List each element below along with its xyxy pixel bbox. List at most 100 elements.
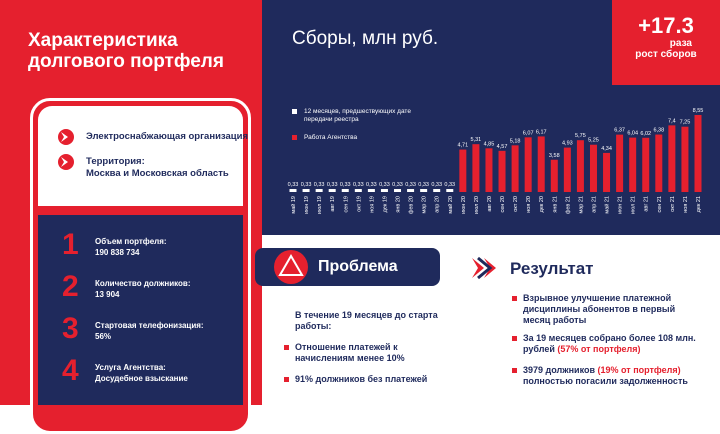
result-bullet: Взрывное улучшение платежной дисциплины … <box>523 293 703 326</box>
stat-label: Количество должников: <box>95 279 191 288</box>
x-tick-label: сен 20 <box>500 196 506 213</box>
bar <box>328 189 336 192</box>
value-label: 5,25 <box>588 138 599 144</box>
bullet-dot <box>512 336 517 341</box>
value-label: 5,75 <box>575 133 586 139</box>
value-label: 0,33 <box>301 182 312 188</box>
result-text: За 19 месяцев собрано более 108 млн. руб… <box>523 333 696 354</box>
x-tick-label: дек 21 <box>696 196 702 212</box>
value-label: 5,31 <box>471 137 482 143</box>
value-label: 4,57 <box>497 144 508 150</box>
bar <box>524 137 532 192</box>
value-label: 4,85 <box>484 141 495 147</box>
x-tick-label: окт 21 <box>670 196 676 212</box>
problem-intro: В течение 19 месяцев до старта работы: <box>295 310 438 331</box>
result-text: Взрывное улучшение платежной дисциплины … <box>523 293 676 325</box>
stat-number: 3 <box>62 312 79 345</box>
page-title: Характеристика долгового портфеля <box>28 30 224 72</box>
x-tick-label: июн 21 <box>618 196 624 214</box>
x-tick-label: окт 20 <box>513 196 519 212</box>
value-label: 5,18 <box>510 138 521 144</box>
stat-value: 190 838 734 <box>95 248 140 257</box>
bar <box>341 189 349 192</box>
x-tick-label: авг 20 <box>487 196 493 212</box>
stat-label: Объем портфеля: <box>95 237 167 246</box>
x-tick-label: сен 19 <box>343 196 349 213</box>
legend-label: 12 месяцев, предшествующих дате передачи… <box>304 108 411 123</box>
stat-number: 4 <box>62 354 79 387</box>
bar <box>511 145 519 192</box>
x-tick-label: авг 21 <box>644 196 650 212</box>
warning-triangle <box>278 254 304 276</box>
x-tick-label: мар 20 <box>422 196 428 214</box>
x-tick-label: янв 20 <box>396 196 402 213</box>
bar <box>563 147 571 192</box>
x-tick-label: май 21 <box>604 196 611 214</box>
bar <box>459 149 467 192</box>
value-label: 0,33 <box>340 182 351 188</box>
x-tick-label: окт 19 <box>356 196 362 212</box>
legend: 12 месяцев, предшествующих дате передачи… <box>292 108 424 142</box>
legend-item: Работа Агентства <box>292 134 424 142</box>
bar <box>367 189 375 192</box>
stat-value: 56% <box>95 332 112 341</box>
bar <box>642 137 650 192</box>
stat-number: 2 <box>62 270 79 303</box>
stat: Стартовая телефонизация: 56% <box>95 320 204 342</box>
value-label: 0,33 <box>353 182 364 188</box>
stat: Услуга Агентства: Досудебное взыскание <box>95 362 188 384</box>
client-card <box>38 106 243 206</box>
value-label: 0,33 <box>392 182 403 188</box>
value-label: 0,33 <box>327 182 338 188</box>
value-label: 6,04 <box>627 131 638 137</box>
bar <box>315 189 323 192</box>
value-label: 0,33 <box>431 182 442 188</box>
value-label: 0,33 <box>288 182 299 188</box>
result-logo <box>477 256 493 280</box>
x-tick-label: июн 19 <box>304 196 310 214</box>
value-label: 0,33 <box>366 182 377 188</box>
bar <box>694 115 702 192</box>
legend-swatch <box>292 135 297 140</box>
client-value: Москва и Московская область <box>86 168 229 179</box>
result-text: 3979 должников <box>523 365 598 375</box>
x-tick-label: июл 19 <box>317 196 323 214</box>
problem-bullet: 91% должников без платежей <box>295 374 428 384</box>
x-tick-label: апр 21 <box>591 196 597 213</box>
value-label: 4,71 <box>457 143 468 149</box>
highlight: +17.3 раза рост сборов <box>612 0 720 85</box>
bullet-dot <box>284 377 289 382</box>
value-label: 4,34 <box>601 146 612 152</box>
icon <box>58 129 74 145</box>
value-label: 0,33 <box>314 182 325 188</box>
client-label: Территория: <box>86 156 145 167</box>
icon <box>58 154 74 170</box>
x-tick-label: мар 21 <box>578 196 584 214</box>
x-tick-label: янв 21 <box>552 196 558 213</box>
stat-label: Стартовая телефонизация: <box>95 321 204 330</box>
legend-item: 12 месяцев, предшествующих дате передачи… <box>292 108 424 124</box>
result-text: полностью погасили задолженность <box>523 376 688 386</box>
value-label: 6,02 <box>640 131 651 137</box>
x-tick-label: апр 20 <box>435 196 441 213</box>
value-label: 7,25 <box>680 120 691 126</box>
result-bullet: 3979 должников (19% от портфеля) полност… <box>523 365 703 387</box>
bar <box>354 189 362 192</box>
value-label: 0,33 <box>405 182 416 188</box>
x-tick-label: авг 19 <box>330 196 336 212</box>
bar <box>433 189 441 192</box>
stat-number: 1 <box>62 228 79 261</box>
x-tick-label: май 19 <box>290 196 297 214</box>
client-item: Территория: Москва и Московская область <box>86 156 229 180</box>
decor <box>58 129 496 286</box>
value-label: 4,93 <box>562 141 573 147</box>
bar <box>589 144 597 192</box>
stat: Объем портфеля: 190 838 734 <box>95 236 167 258</box>
highlight-value: +17.3 <box>638 13 694 38</box>
bar <box>302 189 310 192</box>
bar <box>289 189 297 192</box>
bar <box>629 137 637 192</box>
chart-title: Сборы, млн руб. <box>292 28 439 49</box>
legend-swatch <box>292 109 297 114</box>
value-label: 6,07 <box>523 130 534 136</box>
